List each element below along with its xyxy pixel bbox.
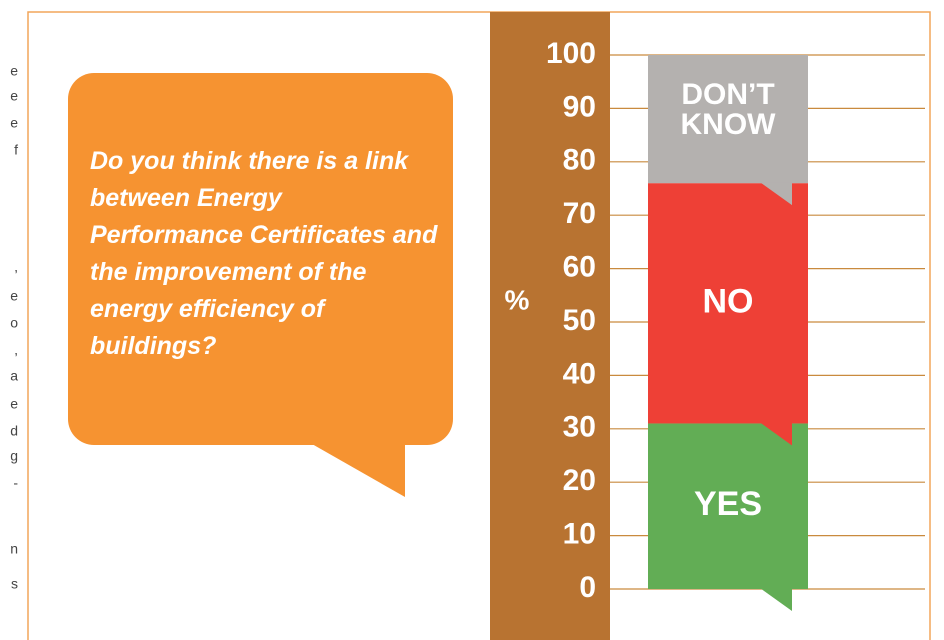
y-axis-label: % <box>505 284 530 315</box>
y-tick-label: 90 <box>563 90 596 123</box>
y-tick-label: 80 <box>563 144 596 177</box>
question-text: Do you think there is a link between Ene… <box>90 147 438 360</box>
side-fragment: e <box>10 63 18 79</box>
y-tick-label: 60 <box>563 251 596 284</box>
side-fragment: s <box>11 576 18 592</box>
side-fragment: e <box>10 88 18 104</box>
y-tick-label: 70 <box>563 197 596 230</box>
side-fragment: , <box>14 259 18 275</box>
side-fragment: d <box>10 423 18 439</box>
y-tick-label: 40 <box>563 357 596 390</box>
y-tick-label: 30 <box>563 411 596 444</box>
side-fragment: - <box>13 475 18 491</box>
y-tick-label: 20 <box>563 464 596 497</box>
y-tick-label: 100 <box>546 37 596 70</box>
y-tick-label: 0 <box>579 571 596 604</box>
side-fragment: a <box>10 368 18 384</box>
segment-label-line: KNOW <box>681 108 777 141</box>
question-bubble <box>68 73 453 445</box>
side-fragment: e <box>10 115 18 131</box>
side-fragment: o <box>10 315 18 331</box>
segment-tail <box>760 182 792 206</box>
bar-segment <box>648 183 808 424</box>
segment-label: DON’T KNOW <box>681 78 777 141</box>
side-fragment: e <box>10 396 18 412</box>
y-tick-label: 10 <box>563 518 596 551</box>
side-fragment: e <box>10 288 18 304</box>
frame <box>27 11 931 640</box>
segment-tail <box>760 588 792 611</box>
side-fragment: n <box>10 541 18 557</box>
bar-segment <box>648 423 808 589</box>
side-fragment: f <box>14 142 18 158</box>
segment-label: YES <box>694 485 762 523</box>
axis-band <box>490 12 610 640</box>
segment-tail <box>760 422 792 446</box>
side-fragment: , <box>14 342 18 358</box>
segment-label: NO <box>703 282 754 320</box>
y-tick-label: 50 <box>563 304 596 337</box>
bar-segment <box>648 55 808 184</box>
side-fragment: g <box>10 448 18 464</box>
segment-label-line: DON’T <box>681 78 774 111</box>
bubble-tail <box>305 440 405 497</box>
